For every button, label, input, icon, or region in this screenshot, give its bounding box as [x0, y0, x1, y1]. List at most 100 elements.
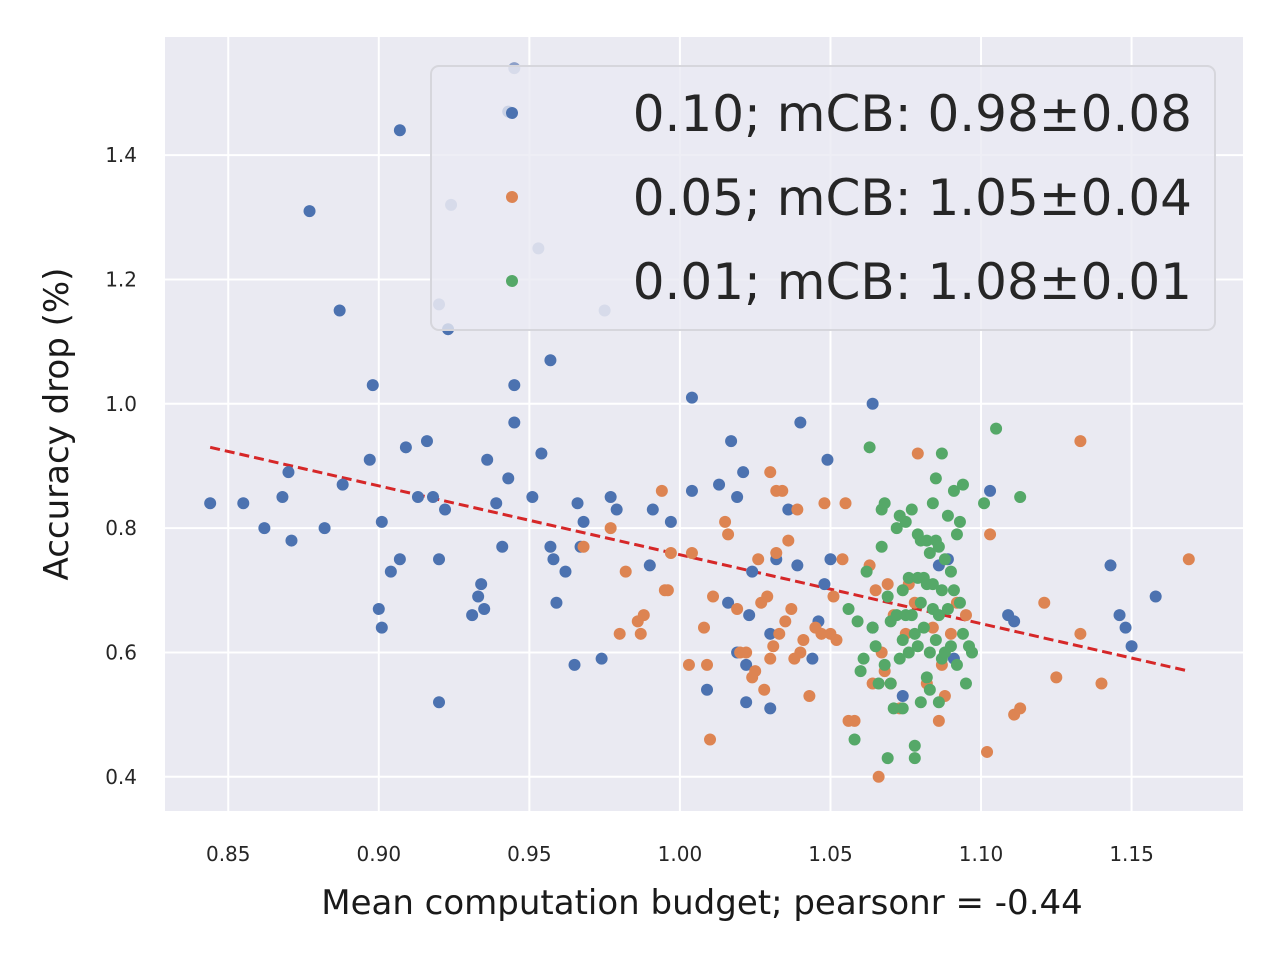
data-point	[764, 466, 777, 479]
data-point	[752, 553, 765, 566]
trend-line-group	[209, 445, 1190, 673]
x-tick-label: 1.15	[1109, 842, 1154, 866]
data-point	[490, 497, 503, 510]
data-point	[318, 522, 331, 535]
data-point	[905, 503, 918, 516]
data-point	[661, 584, 674, 597]
data-point	[740, 696, 753, 709]
data-point	[475, 578, 488, 591]
data-point	[550, 596, 563, 609]
x-tick-label: 1.00	[658, 842, 703, 866]
data-point	[535, 447, 548, 460]
legend-label: 0.05; mCB: 1.05±0.04	[633, 169, 1192, 227]
data-point	[655, 484, 668, 497]
data-point	[890, 522, 903, 535]
data-point	[722, 596, 735, 609]
data-point	[830, 634, 843, 647]
data-point	[890, 609, 903, 622]
data-point	[794, 416, 807, 429]
data-point	[1014, 702, 1027, 715]
data-point	[926, 497, 939, 510]
data-point	[908, 739, 921, 752]
y-tick-label: 0.6	[105, 640, 137, 664]
data-point	[366, 379, 379, 392]
data-point	[1014, 491, 1027, 504]
data-point	[851, 615, 864, 628]
data-point	[472, 590, 485, 603]
data-point	[604, 522, 617, 535]
data-point	[893, 652, 906, 665]
data-point	[1050, 671, 1063, 684]
data-point	[984, 528, 997, 541]
data-point	[426, 491, 439, 504]
data-point	[559, 565, 572, 578]
data-point	[914, 696, 927, 709]
data-point	[842, 602, 855, 615]
data-point	[932, 696, 945, 709]
data-point	[896, 689, 909, 702]
data-point	[908, 627, 921, 640]
data-point	[393, 124, 406, 137]
data-point	[923, 646, 936, 659]
data-point	[866, 397, 879, 410]
data-point	[944, 627, 957, 640]
data-point	[854, 665, 867, 678]
data-point	[990, 422, 1003, 435]
data-point	[646, 503, 659, 516]
data-point	[1074, 627, 1087, 640]
data-point	[375, 621, 388, 634]
data-point	[704, 733, 717, 746]
data-point	[944, 640, 957, 653]
data-point	[740, 658, 753, 671]
legend: 0.10; mCB: 0.98±0.08 0.05; mCB: 1.05±0.04…	[430, 65, 1216, 331]
data-point	[420, 435, 433, 448]
y-tick-label: 1.4	[105, 143, 137, 167]
data-point	[767, 640, 780, 653]
data-point	[758, 683, 771, 696]
data-point	[571, 497, 584, 510]
data-point	[547, 553, 560, 566]
data-point	[577, 515, 590, 528]
data-point	[496, 540, 509, 553]
x-tick-label: 1.10	[959, 842, 1004, 866]
data-point	[478, 602, 491, 615]
data-point	[869, 584, 882, 597]
data-point	[1104, 559, 1117, 572]
data-point	[848, 714, 861, 727]
data-point	[1149, 590, 1162, 603]
data-point	[764, 627, 777, 640]
data-point	[818, 497, 831, 510]
data-point	[911, 640, 924, 653]
data-point	[619, 565, 632, 578]
data-point	[956, 478, 969, 491]
data-point	[881, 752, 894, 765]
data-point	[1182, 553, 1195, 566]
data-point	[1074, 435, 1087, 448]
data-point	[884, 677, 897, 690]
data-point	[749, 665, 762, 678]
data-point	[204, 497, 217, 510]
x-tick-label: 0.95	[507, 842, 552, 866]
data-point	[719, 515, 732, 528]
data-point	[857, 652, 870, 665]
data-point	[896, 634, 909, 647]
data-point	[764, 702, 777, 715]
data-point	[276, 491, 289, 504]
data-point	[941, 509, 954, 522]
data-point	[941, 602, 954, 615]
data-point	[282, 466, 295, 479]
data-point	[878, 497, 891, 510]
data-point	[776, 484, 789, 497]
data-point	[544, 354, 557, 367]
data-point	[466, 609, 479, 622]
data-point	[824, 553, 837, 566]
data-point	[875, 540, 888, 553]
data-point	[773, 627, 786, 640]
data-point	[872, 677, 885, 690]
y-tick-label: 1.2	[105, 267, 137, 291]
data-point	[393, 553, 406, 566]
data-point	[860, 565, 873, 578]
data-point	[375, 515, 388, 528]
data-point	[953, 515, 966, 528]
legend-marker	[506, 191, 518, 203]
